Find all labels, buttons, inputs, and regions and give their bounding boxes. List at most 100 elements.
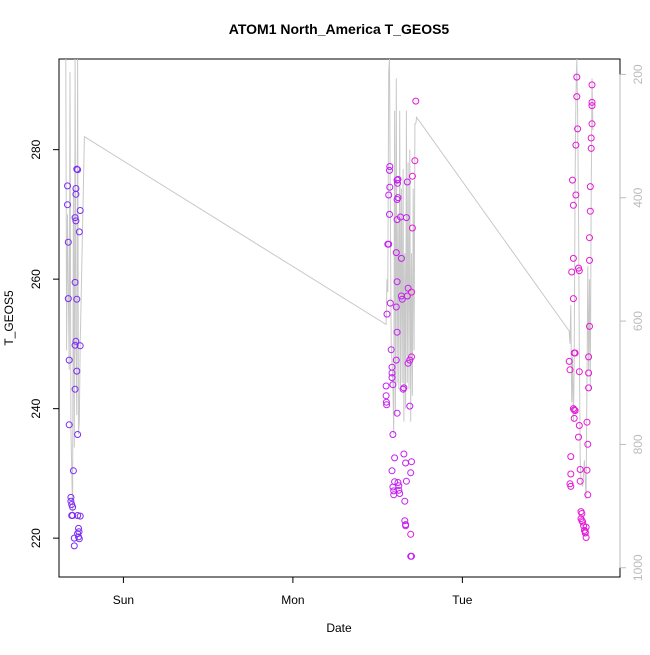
data-point (567, 470, 575, 478)
data-point (572, 141, 580, 149)
data-point (382, 392, 390, 400)
data-point (71, 385, 79, 393)
data-point (578, 510, 586, 517)
data-point (576, 466, 584, 473)
data-point (399, 385, 407, 393)
data-point (575, 368, 583, 376)
data-point (587, 144, 595, 152)
data-point (396, 490, 404, 497)
data-point (392, 356, 400, 364)
data-point (573, 93, 581, 101)
data-point (571, 407, 579, 415)
data-point (400, 450, 408, 458)
data-point (386, 210, 393, 218)
data-point (582, 523, 590, 531)
data-point (412, 97, 420, 105)
data-point (575, 422, 583, 429)
data-point (64, 295, 72, 303)
data-point (73, 165, 81, 173)
data-point (394, 194, 402, 202)
axes-layer: 220 240 260 280 Sun Mon Tue 200 400 600 800 1000 (29, 64, 645, 607)
data-point (390, 487, 398, 495)
data-point (76, 207, 84, 214)
data-point (401, 517, 409, 525)
data-point (392, 303, 400, 311)
x-tick-label: Tue (452, 593, 473, 607)
data-point (388, 467, 396, 475)
data-point (408, 224, 416, 232)
data-point (393, 328, 401, 336)
data-point (397, 254, 405, 262)
data-point (570, 414, 578, 422)
data-point (573, 73, 581, 81)
x-tick-label: Sun (113, 593, 134, 607)
chart-title: ATOM1 North_America T_GEOS5 (229, 21, 450, 37)
data-point (73, 367, 81, 375)
y2-tick-label: 600 (631, 311, 645, 331)
data-point (585, 384, 593, 392)
data-point (64, 201, 71, 209)
data-point (586, 256, 593, 264)
x-axis-label: Date (326, 621, 352, 635)
data-point (411, 157, 419, 165)
data-point (395, 482, 403, 490)
data-point (393, 278, 401, 286)
data-point (407, 469, 415, 477)
data-point (392, 249, 400, 257)
data-point (74, 431, 82, 438)
data-point (576, 477, 584, 485)
data-point (70, 534, 78, 542)
data-point (572, 191, 580, 199)
y-axis-label: T_GEOS5 (2, 290, 16, 346)
data-point (71, 278, 79, 286)
data-point (583, 418, 591, 426)
data-point (571, 349, 579, 357)
y2-tick-label: 400 (631, 187, 645, 207)
data-point (75, 228, 83, 236)
data-point (71, 341, 79, 349)
data-point (76, 512, 84, 520)
data-point (67, 493, 75, 501)
data-point (402, 214, 410, 222)
data-point (382, 382, 390, 390)
data-point (401, 497, 409, 505)
data-point (408, 288, 415, 296)
data-point (393, 409, 401, 417)
data-point (393, 176, 401, 184)
data-point (588, 102, 596, 110)
data-point (385, 191, 393, 199)
data-point (386, 166, 393, 174)
data-point (69, 503, 77, 511)
data-point (74, 512, 82, 519)
data-point (402, 459, 410, 467)
data-point (567, 453, 575, 461)
data-point (584, 491, 592, 499)
data-point (570, 406, 578, 414)
data-point (588, 81, 596, 89)
data-point (394, 479, 402, 486)
data-point (585, 353, 593, 361)
profile-line (65, 59, 594, 513)
data-point (394, 175, 402, 183)
data-point (70, 542, 78, 550)
data-point (382, 398, 390, 406)
x-tick-label: Mon (281, 593, 304, 607)
y-tick-label: 240 (29, 398, 43, 418)
data-point (73, 295, 81, 303)
data-point (386, 183, 394, 191)
data-point (569, 405, 577, 413)
y2-tick-label: 200 (631, 64, 645, 84)
data-point (75, 528, 83, 536)
data-point (71, 214, 79, 222)
data-point (406, 402, 414, 410)
data-point (65, 421, 73, 429)
profile-line-layer (65, 59, 594, 513)
data-point (586, 183, 594, 191)
y2-tick-label: 1000 (631, 554, 645, 581)
data-point (386, 163, 394, 170)
data-points-layer (64, 73, 596, 560)
data-point (69, 512, 77, 519)
data-point (398, 295, 406, 303)
data-point (75, 535, 83, 543)
